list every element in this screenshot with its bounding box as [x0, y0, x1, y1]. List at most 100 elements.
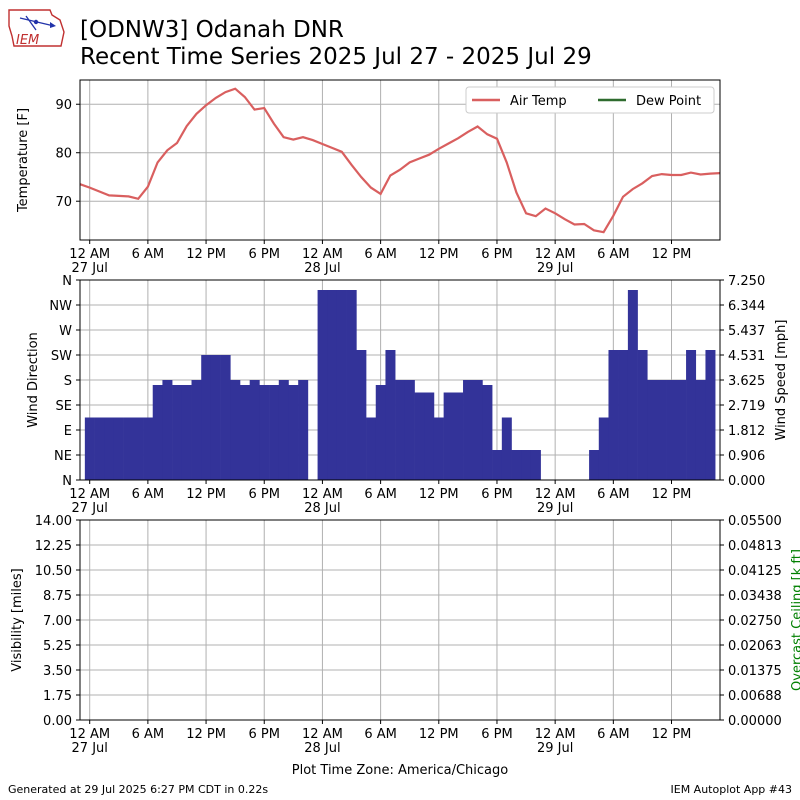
wind-bar	[366, 417, 377, 480]
x-tick-label: 6 AM	[364, 487, 397, 502]
y2-tick-label-ceiling: 0.00000	[728, 714, 782, 729]
x-tick-label: 6 AM	[132, 727, 165, 742]
y-tick-label: 90	[55, 98, 72, 113]
x-tick-label: 6 AM	[597, 247, 630, 262]
x-tick-label: 12 PM	[186, 487, 226, 502]
x-tick-date-label: 27 Jul	[72, 501, 108, 516]
wind-bar	[627, 290, 638, 480]
y-tick-label-direction: NW	[49, 299, 72, 314]
wind-bar	[433, 417, 444, 480]
wind-bar	[492, 450, 503, 480]
wind-bar	[317, 290, 328, 480]
y-tick-label-direction: S	[64, 374, 72, 389]
wind-bar	[269, 385, 280, 480]
x-tick-date-label: 29 Jul	[537, 261, 573, 276]
wind-bar	[298, 380, 309, 480]
y2-axis-label-ceiling: Overcast Ceiling [k ft]	[790, 549, 800, 691]
y-tick-label-visibility: 12.25	[35, 539, 72, 554]
x-tick-date-label: 27 Jul	[72, 741, 108, 756]
wind-bar	[482, 385, 493, 480]
wind-bar	[463, 380, 474, 480]
wind-bar	[143, 417, 154, 480]
wind-bar	[113, 417, 124, 480]
x-tick-label: 12 PM	[652, 727, 692, 742]
x-tick-label: 12 AM	[535, 247, 576, 262]
wind-bar	[705, 350, 716, 480]
y-tick-label-visibility: 0.00	[43, 714, 72, 729]
wind-bar	[395, 380, 406, 480]
y-axis-label-visibility: Visibility [miles]	[10, 568, 25, 671]
y-tick-label-direction: W	[59, 324, 72, 339]
y2-tick-label-ceiling: 0.04813	[728, 539, 782, 554]
x-tick-label: 6 AM	[132, 247, 165, 262]
wind-bar	[240, 385, 250, 480]
y2-tick-label-speed: 6.344	[728, 299, 765, 314]
x-tick-date-label: 29 Jul	[537, 741, 573, 756]
plot-frame	[79, 519, 721, 721]
y2-tick-label-speed: 0.906	[728, 449, 765, 464]
wind-bar	[424, 392, 435, 480]
x-tick-label: 12 PM	[419, 727, 459, 742]
plot-frame	[79, 279, 721, 481]
chart-title: [ODNW3] Odanah DNR	[80, 17, 344, 43]
y2-tick-label-ceiling: 0.04125	[728, 564, 782, 579]
wind-bar	[356, 350, 367, 480]
y-tick-label-direction: E	[64, 424, 72, 439]
y2-tick-label-ceiling: 0.02063	[728, 639, 782, 654]
wind-bar	[259, 385, 270, 480]
y-tick-label-direction: NE	[54, 449, 72, 464]
y-tick-label-direction: N	[62, 274, 72, 289]
x-tick-label: 12 PM	[419, 247, 459, 262]
x-tick-label: 6 PM	[249, 727, 280, 742]
y2-tick-label-ceiling: 0.02750	[728, 614, 782, 629]
y-tick-label-visibility: 1.75	[43, 689, 72, 704]
wind-bar	[162, 380, 173, 480]
wind-bar	[210, 355, 221, 480]
y-tick-label: 80	[55, 147, 72, 162]
wind-bar	[618, 350, 629, 480]
wind-bar	[686, 350, 697, 480]
y-tick-label-direction: SE	[56, 399, 72, 414]
legend-box	[465, 86, 715, 114]
y2-tick-label-speed: 1.812	[728, 424, 765, 439]
wind-bar	[249, 380, 260, 480]
wind-bar	[647, 380, 658, 480]
x-tick-label: 12 PM	[419, 487, 459, 502]
x-tick-label: 6 AM	[364, 727, 397, 742]
x-tick-label: 12 AM	[69, 247, 110, 262]
y-axis-label-wind-direction: Wind Direction	[26, 332, 41, 428]
x-tick-label: 12 PM	[186, 247, 226, 262]
wind-bar	[637, 350, 648, 480]
legend-label-dew-point: Dew Point	[636, 94, 701, 109]
chart-subtitle: Recent Time Series 2025 Jul 27 - 2025 Ju…	[80, 44, 592, 70]
y-tick-label-visibility: 5.25	[43, 639, 72, 654]
wind-bar	[336, 290, 347, 480]
x-tick-label: 6 AM	[597, 487, 630, 502]
y2-tick-label-speed: 4.531	[728, 349, 765, 364]
y-tick-label-visibility: 7.00	[43, 614, 72, 629]
y2-tick-label-speed: 7.250	[728, 274, 765, 289]
wind-bar	[695, 380, 706, 480]
y2-tick-label-ceiling: 0.05500	[728, 514, 782, 529]
x-tick-date-label: 28 Jul	[304, 741, 340, 756]
x-tick-date-label: 29 Jul	[537, 501, 573, 516]
wind-bar	[201, 355, 212, 480]
y2-tick-label-speed: 0.000	[728, 474, 765, 489]
logo-text: IEM	[16, 33, 39, 48]
y-tick-label-visibility: 10.50	[35, 564, 72, 579]
wind-bar	[521, 450, 532, 480]
wind-bar	[104, 417, 115, 480]
x-tick-label: 12 PM	[652, 247, 692, 262]
x-tick-label: 12 AM	[302, 487, 343, 502]
x-tick-date-label: 28 Jul	[304, 501, 340, 516]
y2-axis-label-wind-speed: Wind Speed [mph]	[774, 320, 789, 441]
wind-bar	[404, 380, 415, 480]
wind-bar	[172, 385, 183, 480]
wind-bar	[385, 350, 396, 480]
x-tick-label: 12 AM	[302, 247, 343, 262]
y2-tick-label-ceiling: 0.00688	[728, 689, 782, 704]
wind-bar	[327, 290, 338, 480]
y-tick-label-direction: N	[62, 474, 72, 489]
wind-bar	[676, 380, 687, 480]
